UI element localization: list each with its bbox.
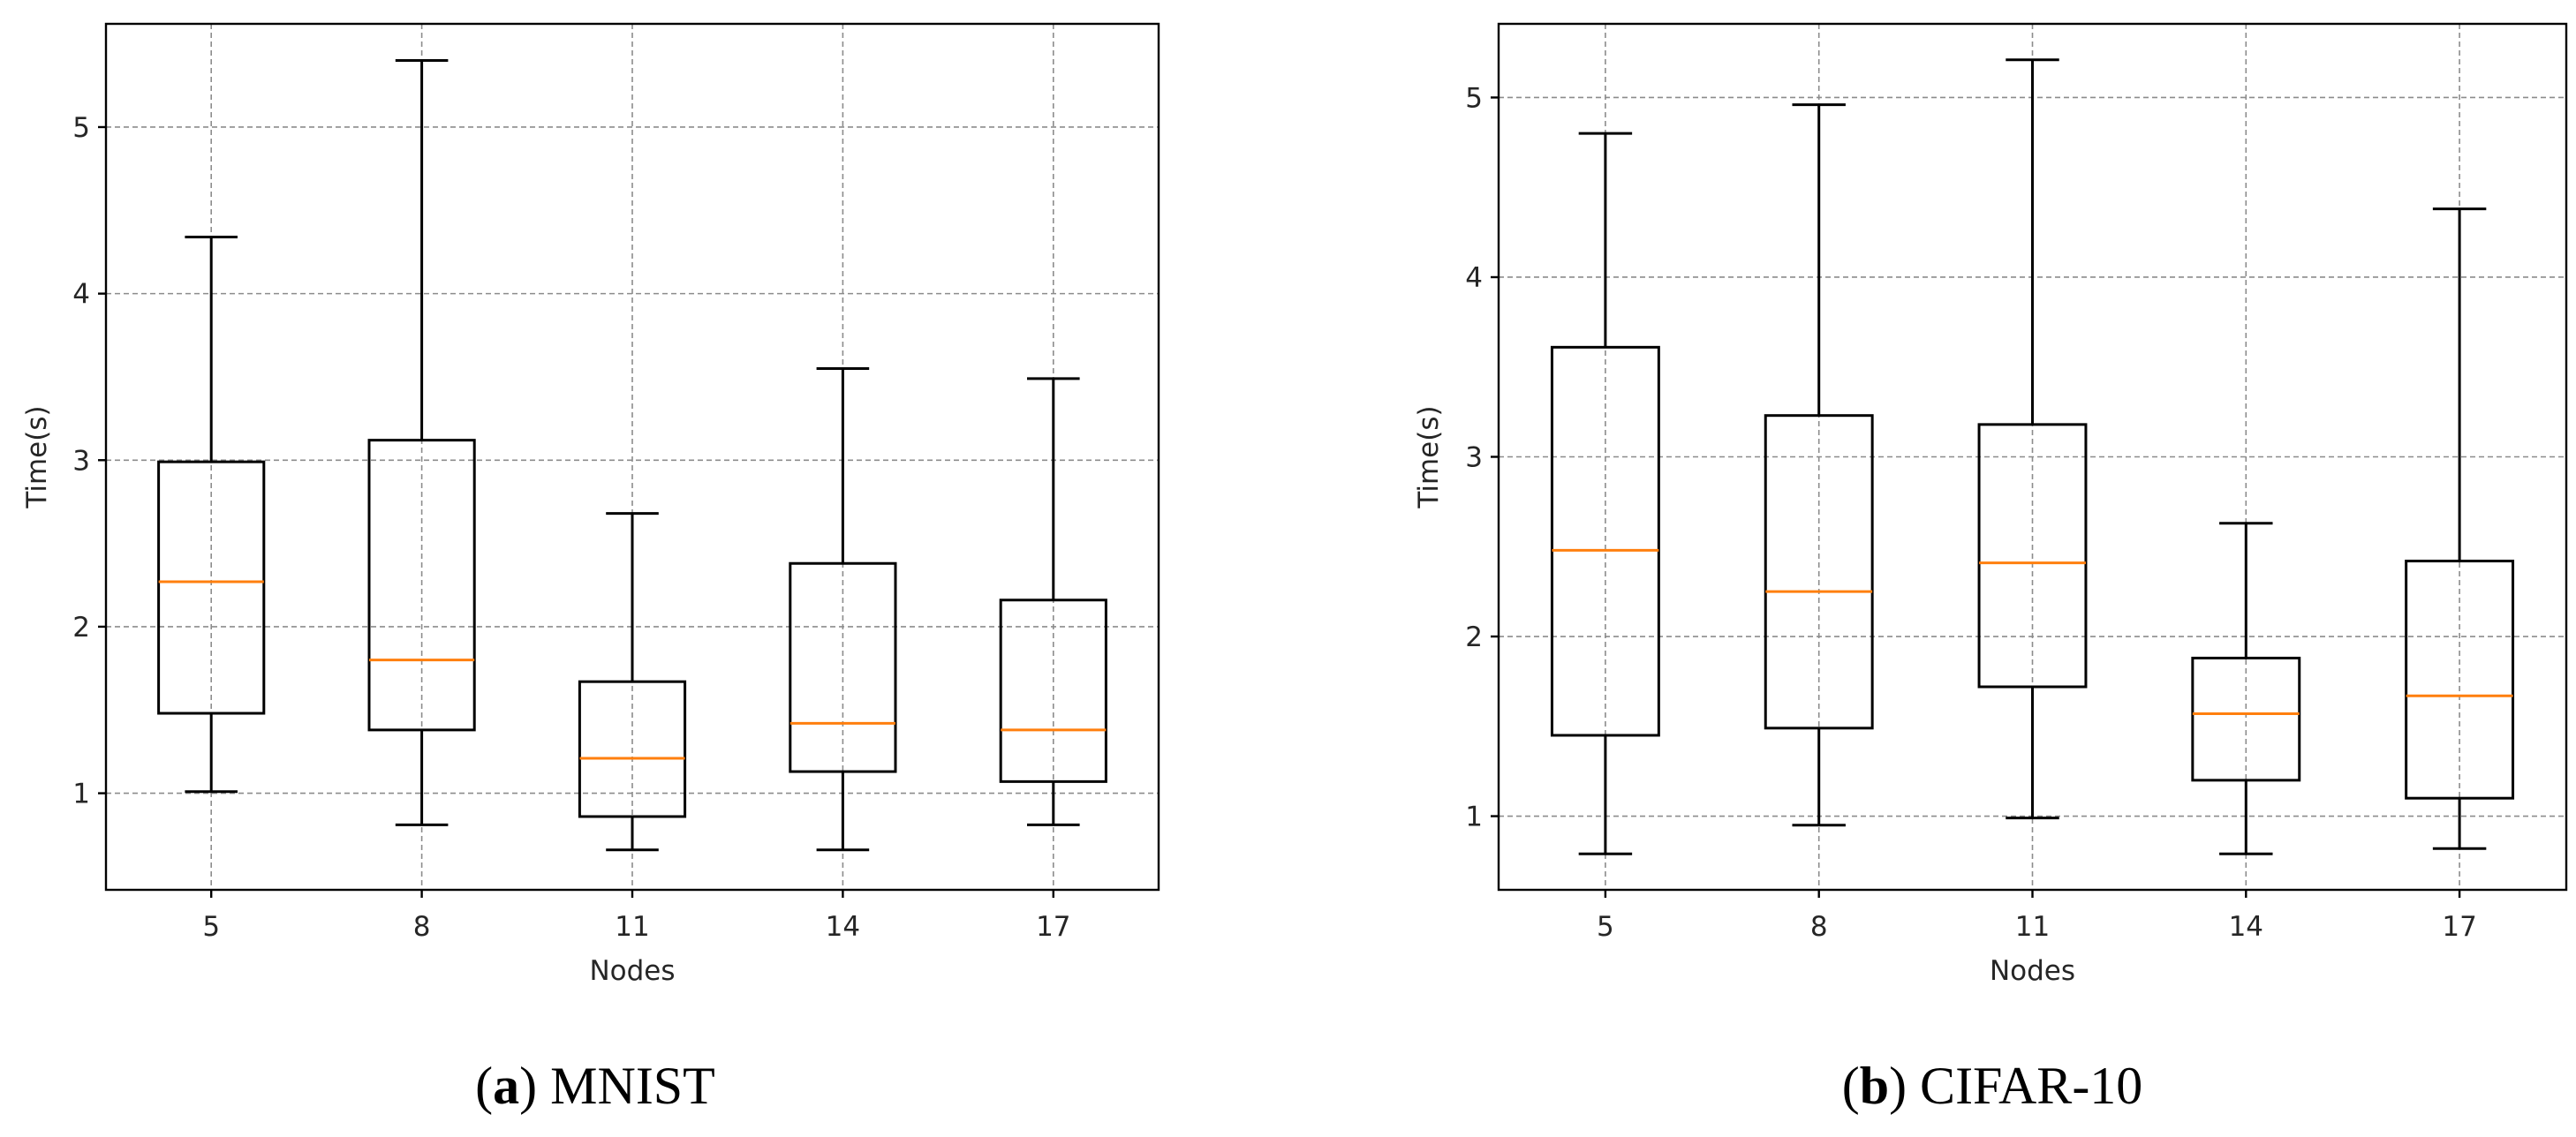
y-tick-label: 2 <box>1465 621 1483 653</box>
caption-dataset-name: CIFAR-10 <box>1920 1057 2142 1115</box>
box-plot-5 <box>157 235 266 794</box>
x-tick-label: 8 <box>1810 911 1828 943</box>
y-axis-label: Time(s) <box>21 405 53 508</box>
caption-close-paren: ) <box>519 1057 550 1115</box>
box-plot-8 <box>367 59 476 826</box>
x-tick-label: 5 <box>202 911 220 943</box>
box-plots <box>157 59 1107 852</box>
iqr-box <box>1977 423 2088 689</box>
x-tick-label: 14 <box>826 911 860 943</box>
y-tick-label: 5 <box>1465 82 1483 114</box>
iqr-box <box>789 561 897 773</box>
axis-ticks: 1 2 3 4 5 5 8 11 14 17 <box>1465 82 2477 943</box>
x-tick-label: 14 <box>2229 911 2263 943</box>
y-tick-label: 4 <box>72 279 90 311</box>
box-plot-8 <box>1764 103 1874 827</box>
x-axis-label: Nodes <box>1990 955 2075 987</box>
y-tick-label: 3 <box>1465 442 1483 474</box>
iqr-box <box>2405 560 2515 800</box>
panel-b-cifar10: 1 2 3 4 5 5 8 11 14 17 Nodes Time(s) (b) CIFAR-10 <box>1413 22 2568 1115</box>
x-tick-label: 11 <box>2015 911 2050 943</box>
box-plot-14 <box>2191 522 2301 855</box>
caption-open-paren: ( <box>475 1057 493 1115</box>
box-plot-5 <box>1550 132 1660 855</box>
caption-open-paren: ( <box>1842 1057 1860 1115</box>
y-tick-label: 3 <box>72 445 90 477</box>
box-plot-11 <box>1977 58 2088 820</box>
y-tick-label: 1 <box>1465 802 1483 833</box>
y-tick-label: 4 <box>1465 262 1483 294</box>
box-plot-17 <box>999 377 1107 826</box>
x-tick-label: 11 <box>615 911 649 943</box>
iqr-box <box>367 439 476 732</box>
iqr-box <box>999 599 1107 783</box>
iqr-box <box>578 680 687 818</box>
caption-letter: a <box>493 1057 519 1115</box>
iqr-box <box>1550 345 1660 737</box>
caption-dataset-name: MNIST <box>550 1057 715 1115</box>
x-tick-label: 8 <box>413 911 431 943</box>
caption-letter: b <box>1860 1057 1889 1115</box>
box-plots <box>1550 58 2515 855</box>
box-plot-11 <box>578 512 687 852</box>
iqr-box <box>2191 656 2301 782</box>
panel-caption: (a) MNIST <box>475 1057 715 1115</box>
panel-a-mnist: 1 2 3 4 5 5 8 11 14 17 Nodes Time(s) (a) MNIST <box>21 22 1160 1115</box>
y-tick-label: 2 <box>72 612 90 644</box>
axis-ticks: 1 2 3 4 5 5 8 11 14 17 <box>72 112 1070 943</box>
x-tick-label: 17 <box>1036 911 1070 943</box>
iqr-box <box>157 460 266 715</box>
panel-caption: (b) CIFAR-10 <box>1842 1057 2143 1115</box>
x-tick-label: 5 <box>1597 911 1614 943</box>
y-tick-label: 5 <box>72 112 90 144</box>
box-plot-17 <box>2405 207 2515 850</box>
box-plot-14 <box>789 367 897 852</box>
x-tick-label: 17 <box>2442 911 2476 943</box>
caption-close-paren: ) <box>1889 1057 1920 1115</box>
y-tick-label: 1 <box>72 779 90 810</box>
y-axis-label: Time(s) <box>1413 405 1445 508</box>
iqr-box <box>1764 414 1874 730</box>
x-axis-label: Nodes <box>589 955 675 987</box>
